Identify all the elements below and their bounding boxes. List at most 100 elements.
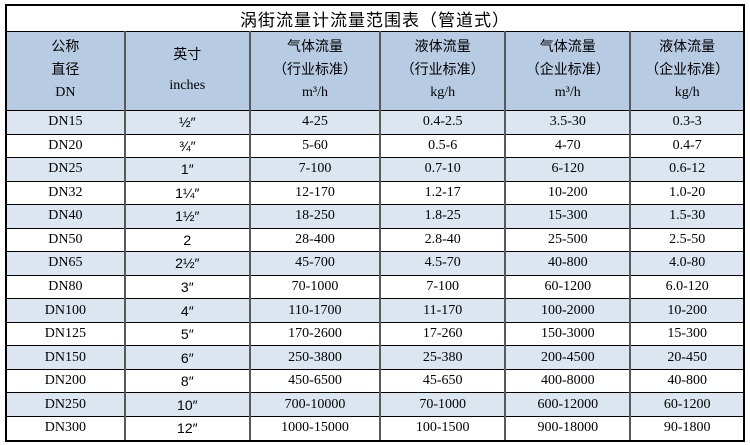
cell-gas-enterprise: 400-8000 (504, 368, 631, 393)
cell-gas-industry: 70-1000 (248, 274, 381, 299)
cell-gas-industry: 4-25 (248, 110, 381, 135)
cell-gas-industry: 28-400 (248, 227, 381, 252)
cell-liquid-enterprise: 90-1800 (629, 415, 743, 440)
cell-liquid-enterprise: 10-200 (629, 298, 743, 323)
cell-dn: DN40 (7, 204, 125, 229)
header-line: 气体流量 (539, 40, 596, 56)
cell-inches: 4″ (123, 298, 250, 323)
cell-inches: ½″ (123, 110, 250, 135)
cell-liquid-enterprise: 0.6-12 (629, 157, 743, 182)
column-header-gas-industry: 气体流量 （行业标准） m³/h (248, 31, 381, 111)
cell-inches: 1½″ (123, 204, 250, 229)
cell-liquid-industry: 11-170 (379, 298, 506, 323)
cell-inches: ¾″ (123, 133, 250, 158)
cell-gas-industry: 7-100 (248, 157, 381, 182)
cell-gas-industry: 700-10000 (248, 392, 381, 417)
cell-inches: 12″ (123, 415, 250, 440)
header-line: kg/h (430, 85, 456, 101)
cell-gas-enterprise: 6-120 (504, 157, 631, 182)
cell-dn: DN80 (7, 274, 125, 299)
cell-liquid-industry: 0.5-6 (379, 133, 506, 158)
cell-inches: 3″ (123, 274, 250, 299)
cell-liquid-enterprise: 15-300 (629, 321, 743, 346)
table-row: DN65 2½″ 45-700 4.5-70 40-800 4.0-80 (7, 251, 743, 276)
table-row: DN15 ½″ 4-25 0.4-2.5 3.5-30 0.3-3 (7, 110, 743, 135)
cell-gas-industry: 170-2600 (248, 321, 381, 346)
cell-dn: DN50 (7, 227, 125, 252)
cell-dn: DN300 (7, 415, 125, 440)
cell-liquid-enterprise: 2.5-50 (629, 227, 743, 252)
table-row: DN300 12″ 1000-15000 100-1500 900-18000 … (7, 415, 743, 440)
table-row: DN20 ¾″ 5-60 0.5-6 4-70 0.4-7 (7, 133, 743, 158)
cell-liquid-industry: 7-100 (379, 274, 506, 299)
cell-liquid-industry: 25-380 (379, 345, 506, 370)
header-line: m³/h (302, 85, 328, 101)
column-header-liquid-industry: 液体流量 （行业标准） kg/h (379, 31, 506, 111)
column-header-gas-enterprise: 气体流量 （企业标准） m³/h (504, 31, 631, 111)
cell-gas-enterprise: 150-3000 (504, 321, 631, 346)
cell-gas-enterprise: 15-300 (504, 204, 631, 229)
cell-liquid-industry: 4.5-70 (379, 251, 506, 276)
cell-dn: DN32 (7, 180, 125, 205)
cell-dn: DN15 (7, 110, 125, 135)
flow-range-table-frame: 涡街流量计流量范围表（管道式） 公称 直径 DN 英寸 inches (5, 4, 745, 442)
table-row: DN250 10″ 700-10000 70-1000 600-12000 60… (7, 392, 743, 417)
table-row: DN100 4″ 110-1700 11-170 100-2000 10-200 (7, 298, 743, 323)
table-header-row: 公称 直径 DN 英寸 inches 气体流量 （行业标准） m³/h (7, 31, 743, 111)
cell-inches: 6″ (123, 345, 250, 370)
cell-liquid-industry: 100-1500 (379, 415, 506, 440)
cell-dn: DN125 (7, 321, 125, 346)
table-row: DN125 5″ 170-2600 17-260 150-3000 15-300 (7, 321, 743, 346)
cell-gas-industry: 5-60 (248, 133, 381, 158)
cell-dn: DN20 (7, 133, 125, 158)
header-line: 公称 (51, 40, 80, 56)
cell-gas-enterprise: 4-70 (504, 133, 631, 158)
header-line: 液体流量 (659, 40, 716, 56)
cell-inches: 10″ (123, 392, 250, 417)
cell-gas-industry: 18-250 (248, 204, 381, 229)
cell-dn: DN100 (7, 298, 125, 323)
table-row: DN32 1¼″ 12-170 1.2-17 10-200 1.0-20 (7, 180, 743, 205)
cell-dn: DN250 (7, 392, 125, 417)
cell-gas-enterprise: 200-4500 (504, 345, 631, 370)
cell-liquid-enterprise: 40-800 (629, 368, 743, 393)
cell-gas-enterprise: 10-200 (504, 180, 631, 205)
cell-liquid-industry: 1.8-25 (379, 204, 506, 229)
header-line: （行业标准） (400, 62, 485, 78)
table-row: DN40 1½″ 18-250 1.8-25 15-300 1.5-30 (7, 204, 743, 229)
flow-range-table: 涡街流量计流量范围表（管道式） 公称 直径 DN 英寸 inches (7, 6, 743, 440)
table-title: 涡街流量计流量范围表（管道式） (7, 6, 743, 32)
header-line: （企业标准） (645, 62, 730, 78)
cell-inches: 2½″ (123, 251, 250, 276)
cell-gas-enterprise: 3.5-30 (504, 110, 631, 135)
header-line: （行业标准） (272, 62, 357, 78)
header-line: kg/h (674, 85, 700, 101)
cell-liquid-enterprise: 1.5-30 (629, 204, 743, 229)
cell-liquid-enterprise: 6.0-120 (629, 274, 743, 299)
cell-inches: 2 (123, 227, 250, 252)
cell-gas-industry: 1000-15000 (248, 415, 381, 440)
cell-gas-enterprise: 25-500 (504, 227, 631, 252)
cell-dn: DN200 (7, 368, 125, 393)
cell-gas-industry: 12-170 (248, 180, 381, 205)
table-row: DN80 3″ 70-1000 7-100 60-1200 6.0-120 (7, 274, 743, 299)
cell-gas-industry: 45-700 (248, 251, 381, 276)
cell-liquid-industry: 17-260 (379, 321, 506, 346)
cell-liquid-industry: 70-1000 (379, 392, 506, 417)
header-line: 气体流量 (286, 40, 343, 56)
cell-liquid-enterprise: 20-450 (629, 345, 743, 370)
cell-inches: 5″ (123, 321, 250, 346)
cell-liquid-enterprise: 0.3-3 (629, 110, 743, 135)
cell-gas-industry: 250-3800 (248, 345, 381, 370)
cell-inches: 1″ (123, 157, 250, 182)
header-line: m³/h (554, 85, 581, 101)
header-line: 直径 (51, 62, 80, 78)
cell-gas-enterprise: 600-12000 (504, 392, 631, 417)
cell-liquid-industry: 2.8-40 (379, 227, 506, 252)
cell-gas-enterprise: 900-18000 (504, 415, 631, 440)
cell-liquid-enterprise: 0.4-7 (629, 133, 743, 158)
column-header-liquid-enterprise: 液体流量 （企业标准） kg/h (629, 31, 743, 111)
header-line: 液体流量 (414, 40, 471, 56)
column-header-inches: 英寸 inches (123, 31, 250, 111)
cell-liquid-industry: 0.7-10 (379, 157, 506, 182)
